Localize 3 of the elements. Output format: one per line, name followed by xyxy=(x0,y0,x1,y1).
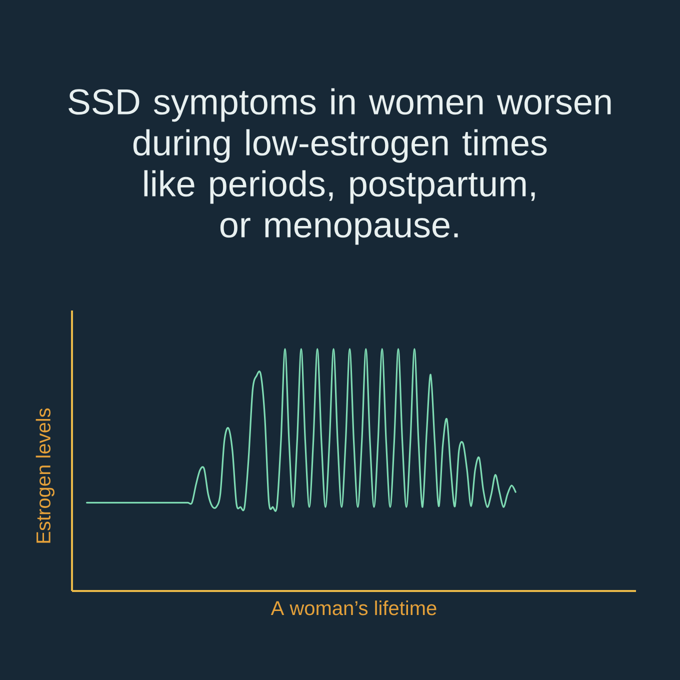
x-axis-title: A woman’s lifetime xyxy=(270,600,436,616)
y-axis-title: Estrogen levels xyxy=(36,408,54,543)
chart-title: SSD symptoms in women worsen during low-estrogen times like periods, postpartum, or menopause. xyxy=(68,88,611,245)
